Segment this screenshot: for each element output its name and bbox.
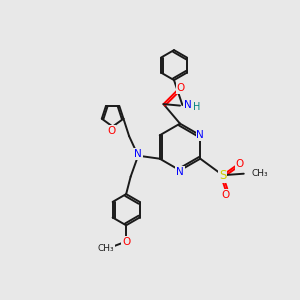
Text: S: S: [219, 169, 226, 182]
Text: CH₃: CH₃: [98, 244, 114, 253]
Text: N: N: [184, 100, 191, 110]
Text: H: H: [193, 102, 200, 112]
Text: N: N: [176, 167, 184, 177]
Text: O: O: [222, 190, 230, 200]
Text: N: N: [196, 130, 204, 140]
Text: CH₃: CH₃: [251, 169, 268, 178]
Text: N: N: [134, 149, 142, 159]
Text: O: O: [107, 126, 115, 136]
Text: O: O: [122, 236, 130, 247]
Text: O: O: [177, 83, 185, 93]
Text: O: O: [236, 159, 244, 169]
